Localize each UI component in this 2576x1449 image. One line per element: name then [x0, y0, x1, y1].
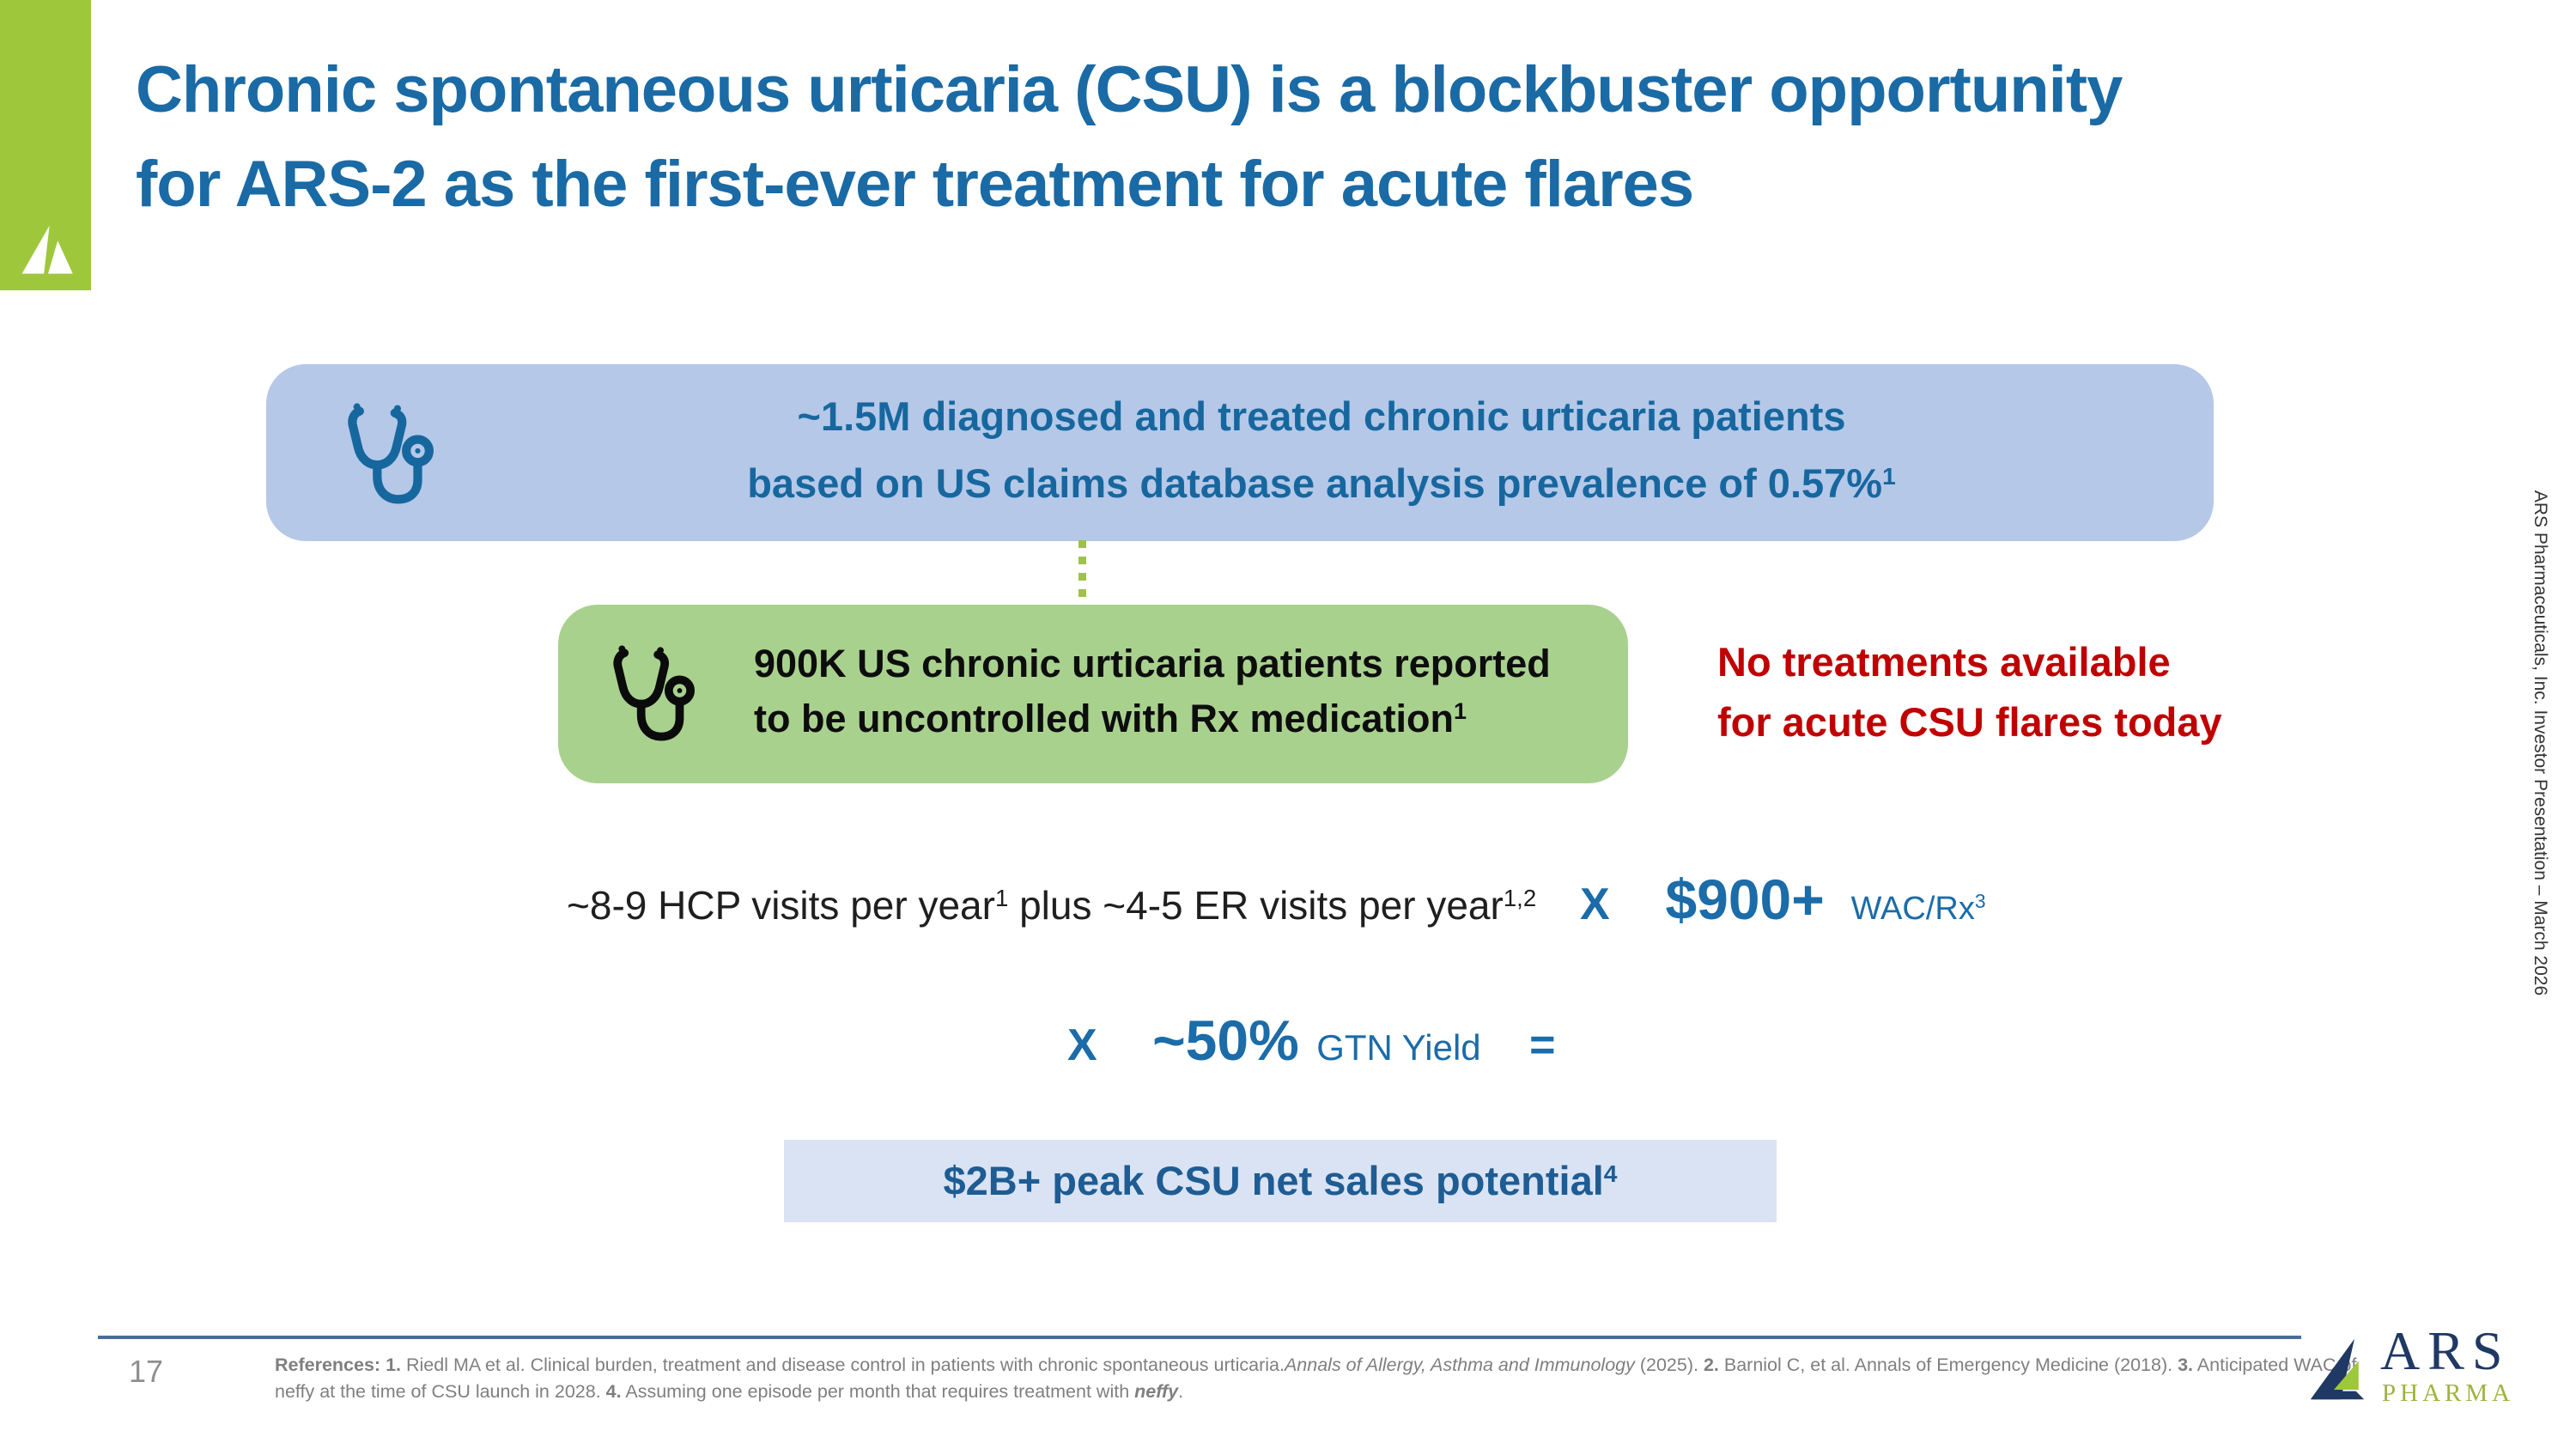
footnote-ref: 4	[1603, 1159, 1618, 1187]
formula-row-yield: X ~50% GTN Yield =	[1067, 1003, 1555, 1093]
sail-logo-icon	[21, 225, 73, 274]
warning-line2: for acute CSU flares today	[1717, 699, 2222, 745]
page-title-line1: Chronic spontaneous urticaria (CSU) is a…	[136, 53, 2123, 126]
multiply-operator: X	[1579, 880, 1610, 929]
no-treatments-warning: No treatments available for acute CSU fl…	[1717, 632, 2222, 752]
warning-line1: No treatments available	[1717, 639, 2171, 685]
multiply-operator: X	[1067, 1020, 1097, 1070]
footnote-ref: 1,2	[1503, 884, 1537, 911]
references-label: References: 1.	[275, 1355, 401, 1375]
footnote-ref: 3	[1974, 890, 1986, 913]
diagnosed-patients-line2: based on US claims database analysis pre…	[747, 460, 1896, 506]
footnote-ref: 1	[1454, 698, 1467, 725]
logo-text-main: ARS	[2380, 1320, 2511, 1381]
visits-text: ~8-9 HCP visits per year1 plus ~4-5 ER v…	[567, 883, 1537, 928]
side-note-vertical: ARS Pharmaceuticals, Inc. Investor Prese…	[2530, 490, 2550, 996]
diagnosed-patients-line1: ~1.5M diagnosed and treated chronic urti…	[797, 393, 1846, 439]
ars-pharma-logo: ARS PHARMA	[2306, 1323, 2521, 1417]
page-number: 17	[129, 1354, 164, 1389]
price-unit: WAC/Rx3	[1850, 890, 1986, 927]
uncontrolled-patients-line1: 900K US chronic urticaria patients repor…	[754, 642, 1551, 685]
footnote-ref: 1	[1882, 461, 1896, 490]
yield-value: ~50%	[1152, 1008, 1299, 1072]
uncontrolled-patients-line2: to be uncontrolled with Rx medication1	[754, 697, 1467, 740]
page-title: Chronic spontaneous urticaria (CSU) is a…	[136, 43, 2123, 232]
uncontrolled-patients-box: 900K US chronic urticaria patients repor…	[558, 605, 1628, 783]
formula-row-visits: ~8-9 HCP visits per year1 plus ~4-5 ER v…	[567, 862, 1986, 949]
yield-label: GTN Yield	[1316, 1027, 1481, 1068]
uncontrolled-patients-text: 900K US chronic urticaria patients repor…	[754, 636, 1551, 752]
sidebar-accent-bar	[0, 0, 91, 290]
peak-sales-text: $2B+ peak CSU net sales potential	[943, 1158, 1604, 1203]
sail-logo-icon	[2310, 1338, 2365, 1400]
peak-sales-result-box: $2B+ peak CSU net sales potential4	[784, 1140, 1777, 1222]
equals-operator: =	[1529, 1020, 1556, 1070]
page-title-line2: for ARS-2 as the first-ever treatment fo…	[136, 148, 1694, 221]
dashed-connector-line	[1078, 540, 1086, 607]
references-text: References: 1. Riedl MA et al. Clinical …	[275, 1355, 2357, 1402]
diagnosed-patients-text: ~1.5M diagnosed and treated chronic urti…	[464, 383, 2179, 522]
stethoscope-icon	[348, 403, 434, 504]
diagnosed-patients-box: ~1.5M diagnosed and treated chronic urti…	[266, 364, 2214, 541]
stethoscope-icon	[613, 645, 696, 741]
footnote-ref: 1	[994, 884, 1009, 911]
price-value: $900+	[1665, 868, 1825, 931]
logo-text-sub: PHARMA	[2382, 1379, 2515, 1407]
footer-divider-line	[98, 1336, 2301, 1339]
